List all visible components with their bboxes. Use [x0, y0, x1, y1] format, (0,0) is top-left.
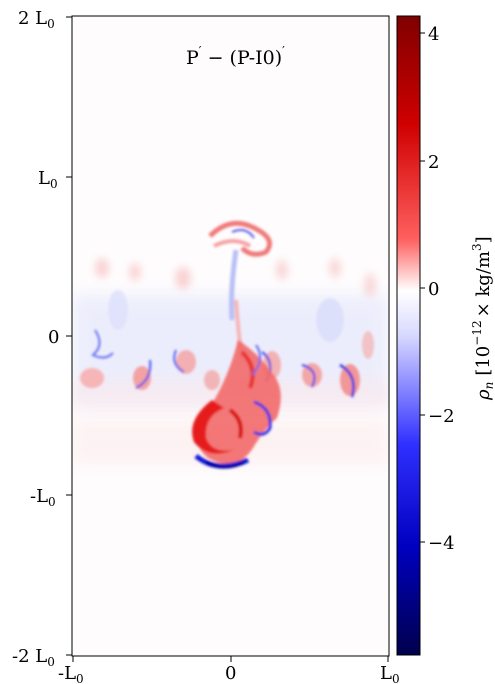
- colorbar-tick-label: 2: [428, 152, 439, 173]
- x-axis: -L0 0 L0: [58, 656, 400, 684]
- y-tick-label: 0: [48, 327, 59, 348]
- x-tick-label: -L0: [58, 663, 84, 684]
- colorbar-tick-label: 4: [428, 24, 439, 45]
- panel-title: P′ − (P-I0)′: [186, 44, 285, 69]
- colorbar: 4 2 0 −2 −4 ρn[10−12× kg/m3]: [396, 15, 495, 656]
- colorbar-tick-label: 0: [428, 279, 439, 300]
- y-tick-label: -L0: [30, 486, 56, 509]
- y-tick-label: L0: [38, 168, 58, 191]
- colorbar-tick-label: −4: [428, 533, 455, 554]
- y-axis: 2 L0 L0 0 -L0 -2 L0: [12, 8, 72, 669]
- y-tick-label: 2 L0: [18, 8, 55, 31]
- density-image: [72, 16, 389, 656]
- x-tick-label: 0: [225, 663, 236, 684]
- colorbar-label: ρn[10−12× kg/m3]: [470, 236, 495, 401]
- y-tick-label: -2 L0: [12, 646, 55, 669]
- colorbar-gradient: [396, 15, 421, 656]
- x-tick-label: L0: [380, 663, 400, 684]
- colorbar-tick-label: −2: [428, 406, 455, 427]
